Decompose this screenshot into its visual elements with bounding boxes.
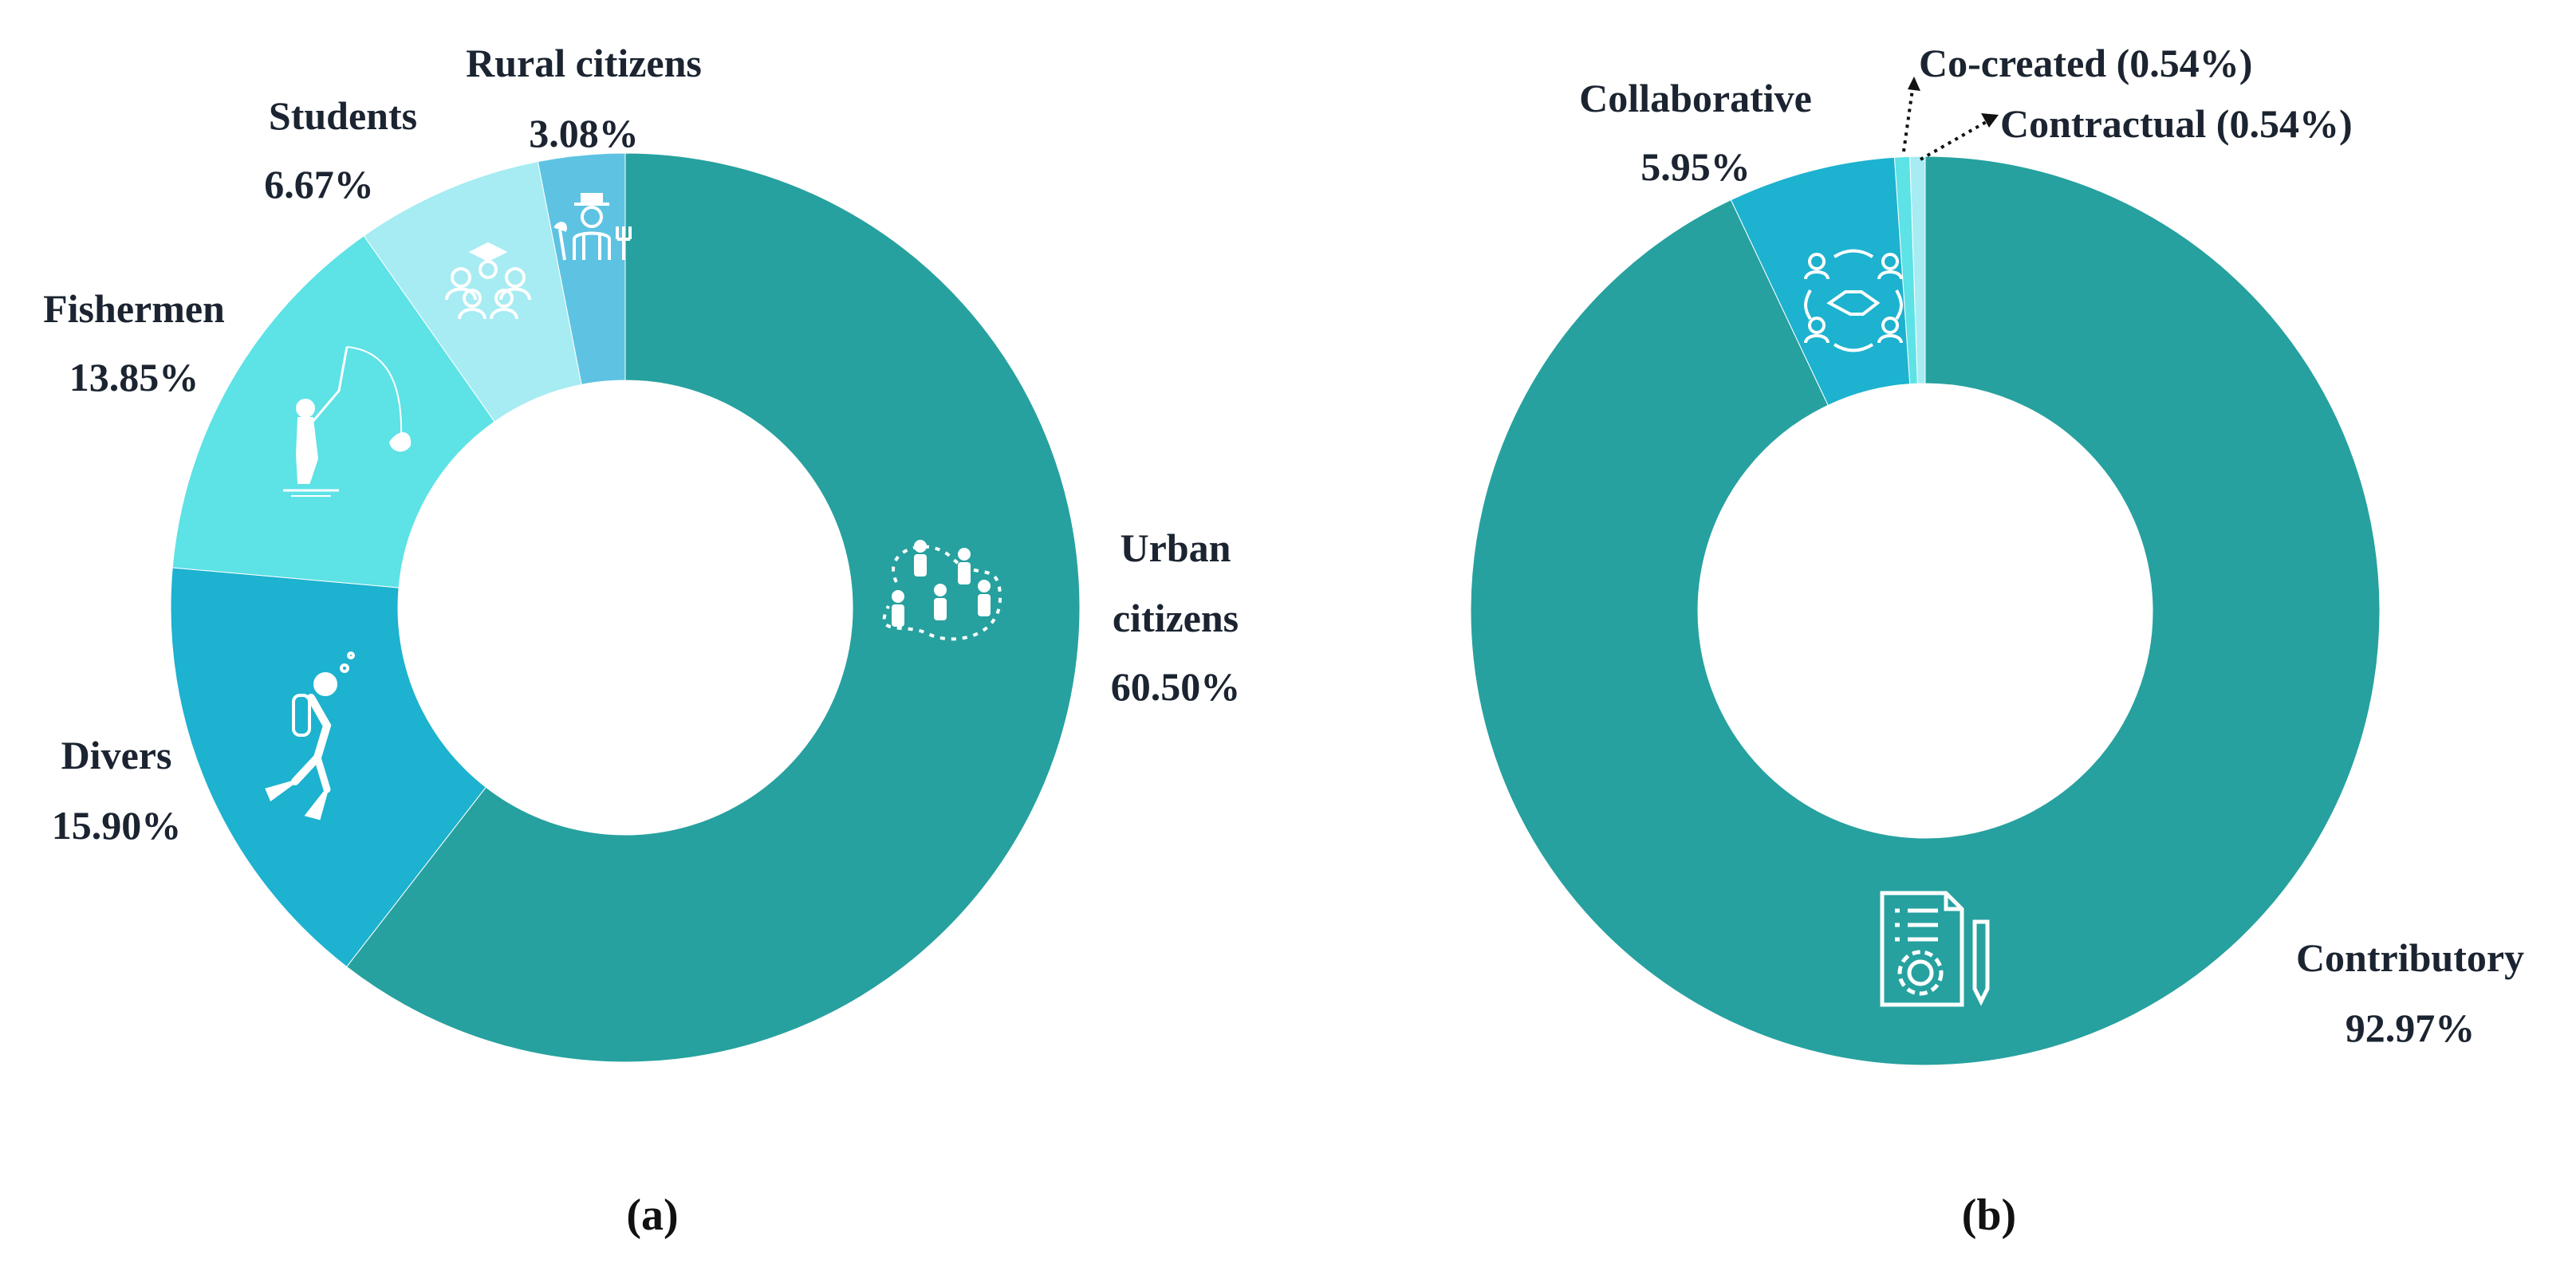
handshake-icon bbox=[1804, 249, 1903, 352]
label-urban-citizens-line1: Urban bbox=[1121, 525, 1231, 570]
value-collaborative: 5.95% bbox=[1641, 144, 1751, 189]
slice-co-created bbox=[1893, 155, 1918, 385]
document-gear-icon bbox=[1880, 891, 1990, 1007]
chart-b-slices bbox=[1470, 155, 2381, 1066]
value-contributory: 92.97% bbox=[2346, 1005, 2476, 1050]
leader-arrows bbox=[1902, 89, 1988, 161]
farmer-icon bbox=[553, 193, 632, 261]
slice-divers bbox=[170, 567, 487, 968]
value-divers: 15.90% bbox=[52, 803, 182, 848]
slice-contributory bbox=[1470, 155, 2381, 1066]
value-urban-citizens: 60.50% bbox=[1111, 664, 1241, 709]
label-co-created: Co-created (0.54%) bbox=[1919, 41, 2252, 85]
label-contractual: Contractual (0.54%) bbox=[2000, 101, 2353, 146]
chart-b: Co-created (0.54%) Contractual (0.54%) C… bbox=[1470, 41, 2524, 1240]
value-fishermen: 13.85% bbox=[69, 355, 199, 399]
slice-collaborative bbox=[1730, 156, 1911, 407]
value-students: 6.67% bbox=[264, 162, 374, 207]
slice-fishermen bbox=[171, 234, 495, 588]
fisherman-icon bbox=[283, 346, 412, 497]
label-fishermen: Fishermen bbox=[43, 286, 225, 331]
slice-urban-citizens bbox=[345, 152, 1081, 1063]
label-students: Students bbox=[269, 93, 417, 138]
label-divers: Divers bbox=[61, 733, 172, 777]
leader-co-created bbox=[1902, 89, 1914, 152]
label-contributory: Contributory bbox=[2296, 935, 2524, 980]
label-collaborative: Collaborative bbox=[1579, 76, 1812, 120]
panel-label-a: (a) bbox=[626, 1190, 678, 1240]
chart-a-slices bbox=[170, 152, 1081, 1063]
leader-arrowheads bbox=[1908, 77, 1999, 128]
arrowhead-co-created bbox=[1908, 77, 1920, 91]
leader-contractual bbox=[1920, 120, 1988, 161]
value-rural-citizens: 3.08% bbox=[529, 111, 639, 155]
people-network-icon bbox=[882, 540, 1002, 641]
chart-a: Rural citizens 3.08% Students 6.67% Fish… bbox=[43, 41, 1240, 1240]
label-urban-citizens-line2: citizens bbox=[1113, 596, 1239, 640]
slice-rural-citizens bbox=[537, 152, 626, 385]
label-rural-citizens: Rural citizens bbox=[466, 41, 702, 85]
panel-label-b: (b) bbox=[1962, 1190, 2016, 1240]
arrowhead-contractual bbox=[1981, 113, 1999, 128]
students-icon bbox=[445, 242, 531, 320]
diver-icon bbox=[265, 651, 355, 821]
